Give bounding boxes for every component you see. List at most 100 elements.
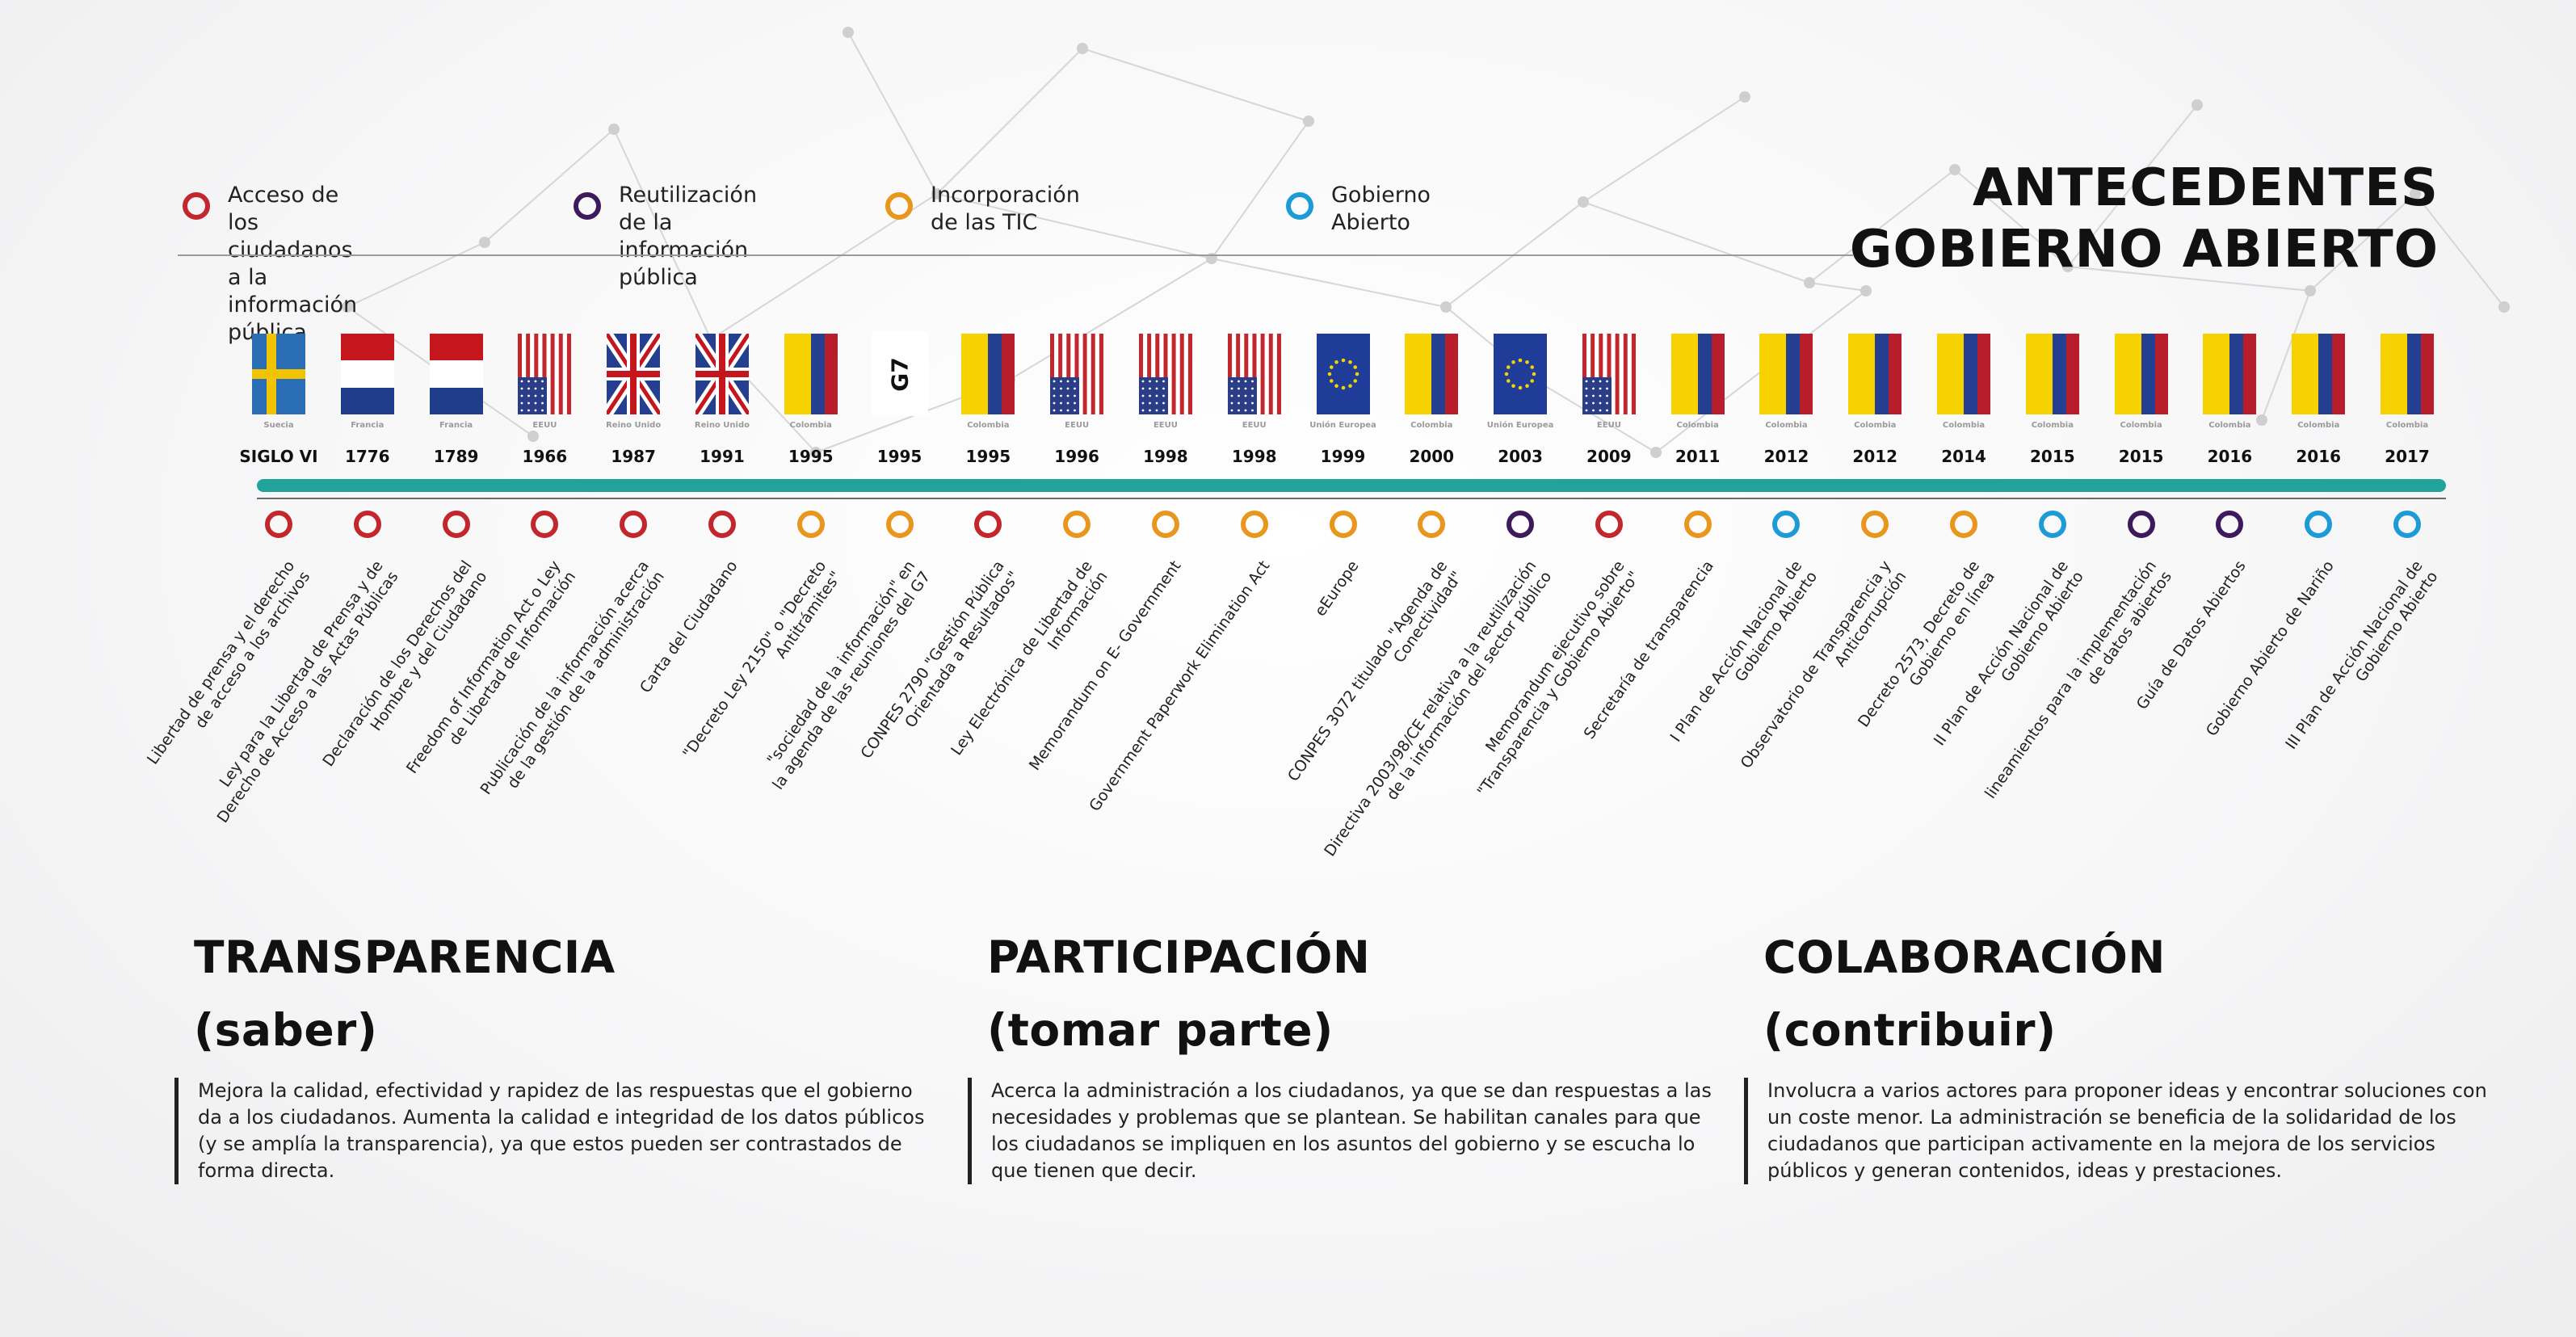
year-label: 2000 [1409,447,1455,466]
network-line [1009,258,1212,380]
title-line-1: ANTECEDENTES [1972,158,2439,218]
network-node [479,237,490,248]
network-node [2062,261,2074,272]
category-marker-icon [1151,511,1179,538]
country-label: Francia [439,421,473,430]
g7-badge [871,332,928,416]
legend-marker-icon [574,192,601,220]
country-label: Colombia [1942,421,1986,430]
network-node [608,124,620,135]
usa-flag-icon [1582,334,1636,414]
network-node [931,188,943,200]
pillar-title: TRANSPARENCIA [194,931,616,983]
category-marker-icon [1595,511,1623,538]
pillar-text: Involucra a varios actores para proponer… [1767,1079,2487,1182]
year-label: 2011 [1675,447,1721,466]
year-label: 2003 [1498,447,1543,466]
network-line [347,242,485,308]
country-label: EEUU [1596,421,1621,430]
pillar-3: COLABORACIÓN (contribuir) Involucra a vari… [1744,921,2487,1184]
year-label: 1776 [344,447,390,466]
country-label: Colombia [2208,421,2251,430]
usa-flag-icon [1050,334,1104,414]
uk-flag-icon [602,330,665,418]
year-label: SIGLO VI [239,447,318,466]
country-label: EEUU [532,421,557,430]
pillar-description: Mejora la calidad, efectividad y rapidez… [174,1078,925,1184]
network-node [342,301,353,313]
category-marker-icon [1772,511,1801,538]
category-marker-icon [620,511,648,538]
timeline-bar [257,479,2446,492]
network-node [1860,285,1872,296]
year-label: 1789 [433,447,479,466]
year-label: 1966 [522,447,568,466]
colombia-flag-icon [2114,334,2168,414]
pillar-text: Mejora la calidad, efectividad y rapidez… [198,1079,925,1182]
title-line-2: GOBIERNO ABIERTO [1849,220,2439,280]
network-node [2191,99,2203,111]
country-label: Colombia [967,421,1010,430]
colombia-flag-icon [1405,334,1459,414]
category-marker-icon [974,511,1002,538]
category-marker-icon [265,511,292,538]
country-label: EEUU [1153,421,1178,430]
country-label: Reino Unido [694,421,750,430]
network-line [1211,120,1309,259]
network-line [1082,48,1309,122]
network-line [1809,169,1956,284]
category-marker-icon [796,511,825,538]
network-line [613,128,712,340]
legend-label: Acceso de los ciudadanos a la informació… [228,183,358,345]
category-marker-icon [708,511,736,538]
network-node [1804,277,1815,288]
legend-label: Reutilización de la información pública [619,183,758,290]
network-line [847,32,938,195]
colombia-flag-icon [1848,334,1902,414]
category-marker-icon [1683,511,1712,538]
year-label: 1991 [700,447,745,466]
france-flag-icon [340,334,394,414]
year-label: 2015 [2029,447,2075,466]
category-marker-icon [442,511,470,538]
colombia-flag-icon [2292,334,2346,414]
g7-label: G7 [886,357,914,392]
colombia-flag-icon [1937,334,1991,414]
network-node [1077,43,1088,54]
country-label: Colombia [1676,421,1719,430]
network-line [1809,282,1867,292]
network-node [2498,301,2510,313]
category-marker-icon [1063,511,1091,538]
year-label: 1987 [611,447,656,466]
pillar-subtitle: (tomar parte) [987,1004,1334,1056]
country-label: Colombia [2120,421,2162,430]
category-marker-icon [2216,511,2244,538]
network-line [2414,193,2505,308]
country-label: Colombia [2297,421,2340,430]
colombia-flag-icon [2381,334,2434,414]
network-line [1534,379,1657,453]
network-node [1303,116,1314,127]
network-node [1949,164,1960,175]
category-marker-icon [353,511,381,538]
year-label: 1995 [876,447,922,466]
uk-flag-icon [691,330,754,418]
legend-marker-icon [885,192,913,220]
network-node [2305,285,2316,296]
page-title: ANTECEDENTES GOBIERNO ABIERTO [1850,158,2439,280]
year-label: 2017 [2385,447,2430,466]
country-label: EEUU [1242,421,1267,430]
category-marker-icon [2305,511,2333,538]
country-label: Colombia [1765,421,1808,430]
year-label: 1999 [1320,447,1366,466]
year-label: 2016 [2296,447,2342,466]
colombia-flag-icon [961,334,1015,414]
legend-label: Incorporación de las TIC [931,183,1080,235]
timeline-baseline [257,498,2446,499]
country-label: Colombia [1410,421,1453,430]
year-label: 2012 [1852,447,1898,466]
country-label: Colombia [789,421,832,430]
category-marker-icon [531,511,559,538]
pillar-subtitle: (contribuir) [1763,1004,2057,1056]
country-label: Francia [351,421,385,430]
